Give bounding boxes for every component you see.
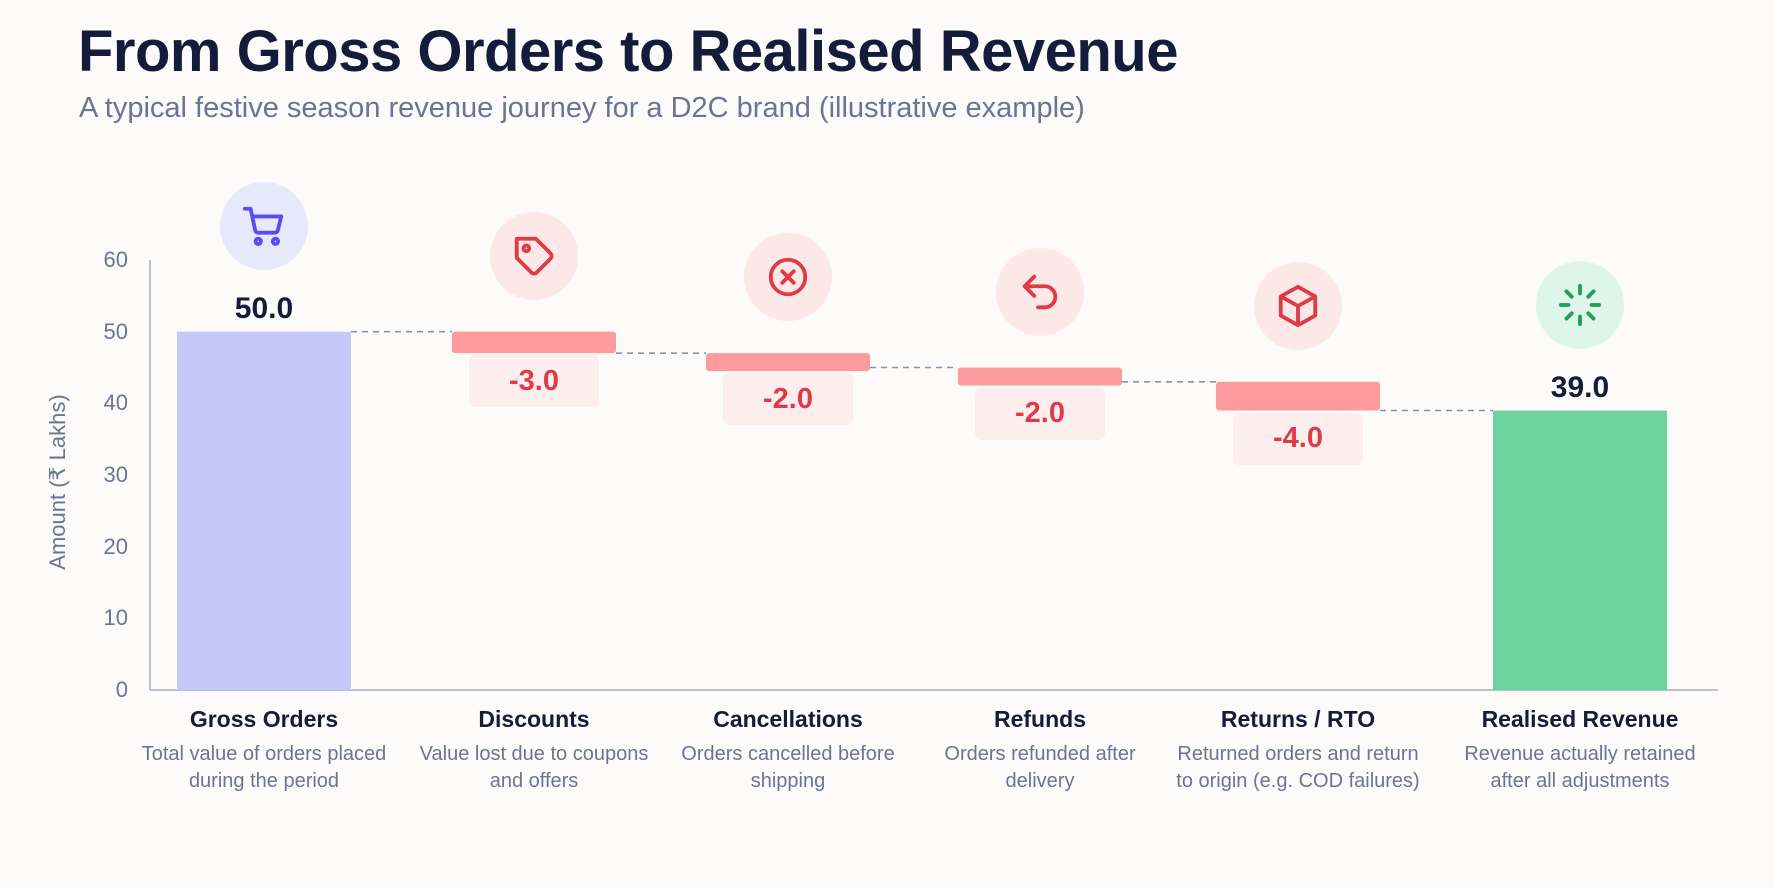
bar-gross-orders (177, 331, 351, 690)
category-description: Revenue actually retained after all adju… (1464, 743, 1696, 792)
bar-discounts (452, 331, 616, 354)
category-label: Cancellations (713, 706, 863, 732)
y-tick-label: 60 (103, 247, 128, 272)
category-label: Refunds (994, 706, 1086, 732)
x-circle-icon (744, 233, 832, 322)
bar-cancellations (706, 353, 870, 372)
category-description: Value lost due to coupons and offers (419, 743, 649, 792)
bar-realised-revenue (1493, 410, 1667, 690)
category-label: Realised Revenue (1481, 706, 1679, 732)
value-label: 50.0 (234, 291, 294, 325)
category-label: Gross Orders (189, 706, 339, 732)
category-description: Orders cancelled before shipping (681, 743, 895, 792)
bar-returns-rto (1216, 381, 1380, 411)
tag-icon (490, 211, 578, 300)
y-tick-label: 0 (115, 677, 128, 702)
y-tick-label: 50 (103, 318, 128, 344)
undo-icon (996, 247, 1084, 336)
y-tick-label: 30 (103, 462, 128, 487)
category-description: Returned orders and return to origin (e.… (1176, 743, 1420, 792)
value-label: -4.0 (1233, 412, 1363, 465)
bar-refunds (958, 367, 1122, 386)
category-description: Total value of orders placed during the … (141, 743, 387, 792)
sparkle-icon (1536, 260, 1624, 349)
y-tick-label: 40 (103, 390, 128, 416)
category-label: Discounts (478, 706, 590, 732)
y-tick-label: 20 (103, 533, 128, 559)
category-label: Returns / RTO (1220, 706, 1376, 732)
value-label: -2.0 (975, 387, 1105, 440)
category-description: Orders refunded after delivery (944, 743, 1136, 792)
box-icon (1254, 261, 1342, 350)
chart-subtitle: A typical festive season revenue journey… (79, 92, 1085, 124)
value-label: 39.0 (1550, 370, 1610, 404)
value-label: -3.0 (469, 355, 599, 408)
value-label: -2.0 (723, 373, 853, 426)
y-tick-label: 10 (103, 605, 128, 631)
chart-title: From Gross Orders to Realised Revenue (78, 19, 1178, 84)
cart-icon (220, 181, 308, 270)
